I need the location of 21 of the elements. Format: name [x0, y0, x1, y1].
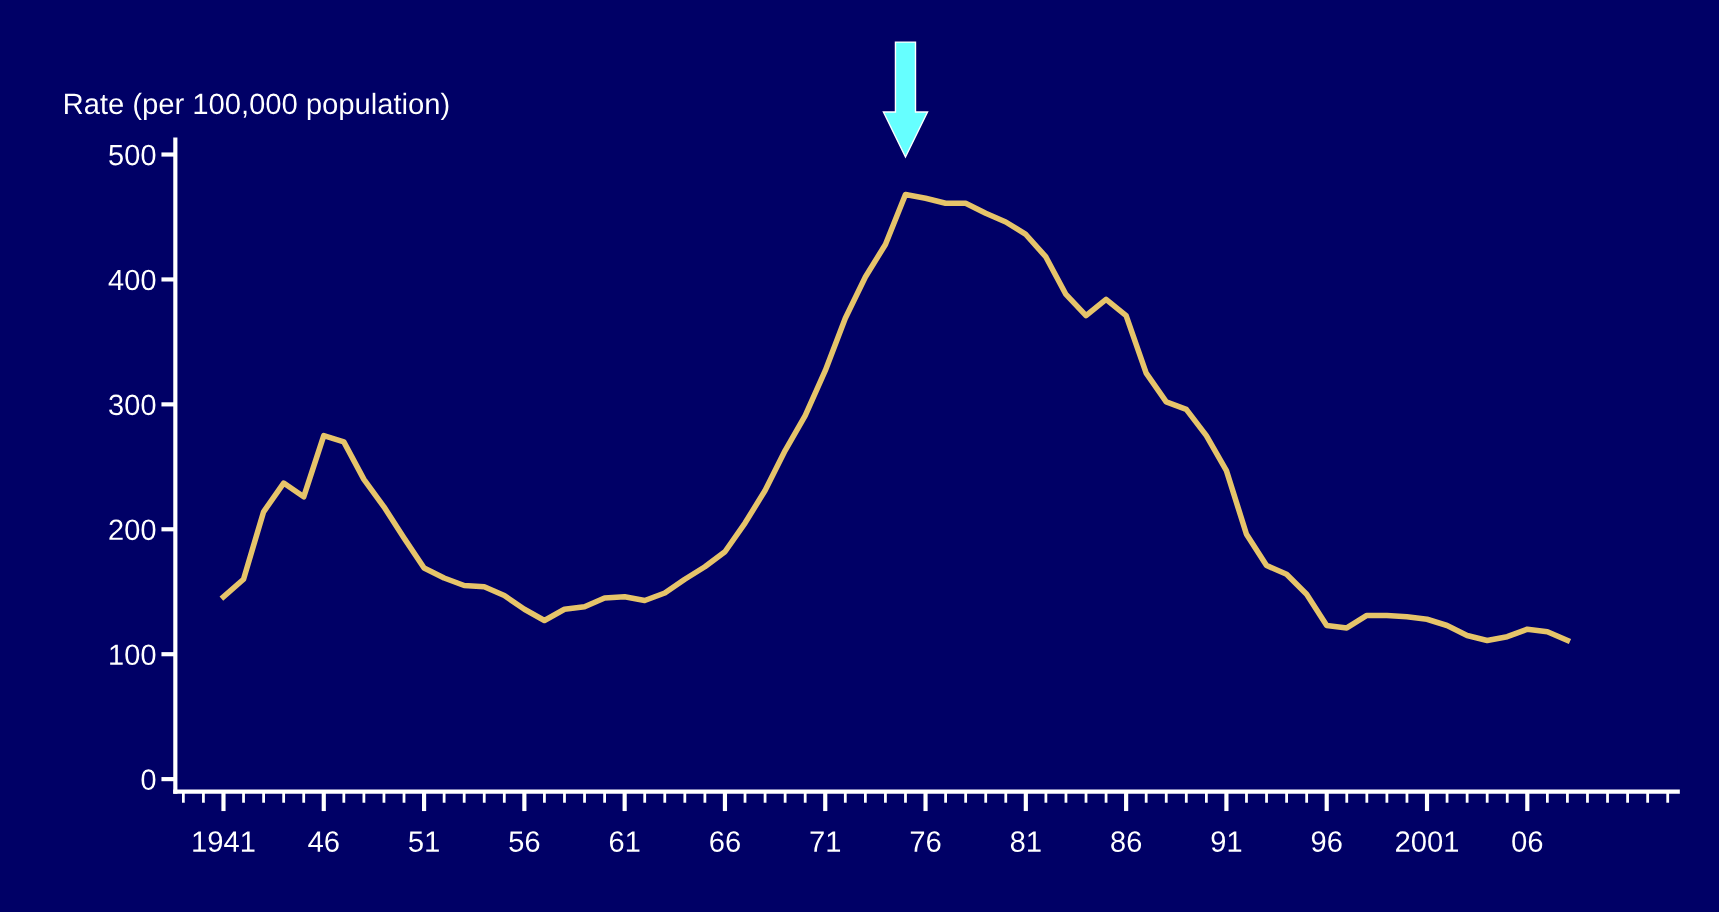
- x-tick-label: 76: [910, 831, 941, 852]
- x-tick-label: 2001: [1396, 831, 1459, 852]
- x-tick-label: 51: [409, 831, 439, 852]
- x-tick-label: 61: [609, 831, 640, 852]
- x-tick-label: 91: [1211, 831, 1242, 852]
- x-tick-label: 96: [1311, 831, 1342, 852]
- x-tick-label: 46: [308, 831, 339, 852]
- y-tick-label: 0: [141, 769, 156, 790]
- y-axis-title: Rate (per 100,000 population): [65, 92, 449, 120]
- y-tick-label: 300: [109, 394, 156, 416]
- y-tick-label: 100: [110, 644, 156, 666]
- x-tick-label: 71: [810, 831, 841, 852]
- x-tick-label: 66: [710, 831, 740, 852]
- y-tick-label: 200: [109, 519, 156, 541]
- x-tick-label: 56: [509, 831, 540, 852]
- x-tick-label: 06: [1512, 831, 1543, 852]
- y-tick-label: 400: [108, 269, 156, 291]
- x-tick-label: 1941: [193, 831, 255, 852]
- x-tick-label: 81: [1010, 831, 1041, 852]
- y-tick-label: 500: [109, 144, 156, 166]
- x-tick-label: 86: [1111, 831, 1142, 852]
